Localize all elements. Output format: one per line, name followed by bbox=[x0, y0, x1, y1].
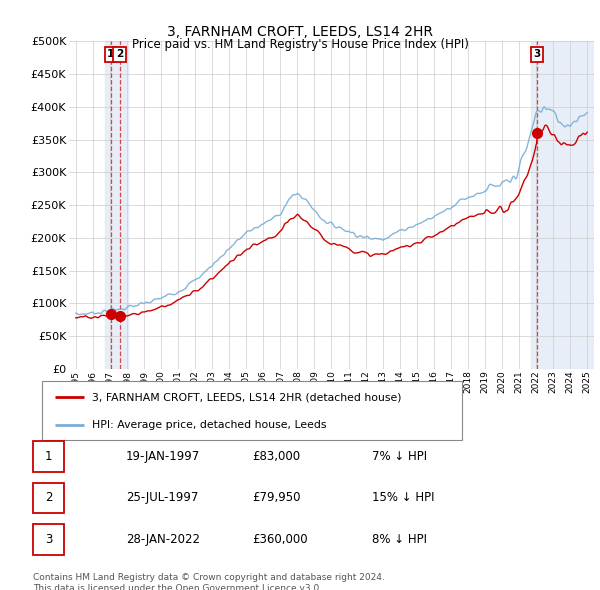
Text: Price paid vs. HM Land Registry's House Price Index (HPI): Price paid vs. HM Land Registry's House … bbox=[131, 38, 469, 51]
Bar bbox=[531, 41, 594, 369]
Text: 15% ↓ HPI: 15% ↓ HPI bbox=[372, 491, 434, 504]
Text: £360,000: £360,000 bbox=[252, 533, 308, 546]
Bar bbox=[105, 41, 128, 369]
Text: 25-JUL-1997: 25-JUL-1997 bbox=[126, 491, 199, 504]
Text: £83,000: £83,000 bbox=[252, 450, 300, 463]
Text: 7% ↓ HPI: 7% ↓ HPI bbox=[372, 450, 427, 463]
Text: 2: 2 bbox=[116, 50, 123, 60]
Text: HPI: Average price, detached house, Leeds: HPI: Average price, detached house, Leed… bbox=[92, 420, 327, 430]
Text: 3: 3 bbox=[45, 533, 52, 546]
Text: 1: 1 bbox=[107, 50, 115, 60]
Text: 3, FARNHAM CROFT, LEEDS, LS14 2HR: 3, FARNHAM CROFT, LEEDS, LS14 2HR bbox=[167, 25, 433, 39]
FancyBboxPatch shape bbox=[42, 381, 462, 440]
Text: 3: 3 bbox=[533, 50, 541, 60]
Text: 2: 2 bbox=[45, 491, 52, 504]
Text: £79,950: £79,950 bbox=[252, 491, 301, 504]
Text: 28-JAN-2022: 28-JAN-2022 bbox=[126, 533, 200, 546]
Text: 3, FARNHAM CROFT, LEEDS, LS14 2HR (detached house): 3, FARNHAM CROFT, LEEDS, LS14 2HR (detac… bbox=[92, 392, 402, 402]
Text: 19-JAN-1997: 19-JAN-1997 bbox=[126, 450, 200, 463]
Text: 1: 1 bbox=[45, 450, 52, 463]
Text: 8% ↓ HPI: 8% ↓ HPI bbox=[372, 533, 427, 546]
Text: Contains HM Land Registry data © Crown copyright and database right 2024.
This d: Contains HM Land Registry data © Crown c… bbox=[33, 573, 385, 590]
